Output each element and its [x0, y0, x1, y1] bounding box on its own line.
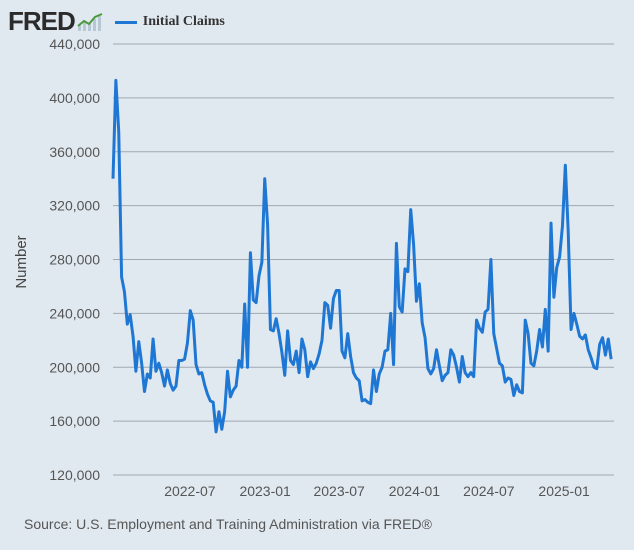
y-axis-label: Number: [13, 235, 30, 288]
y-tick-label: 240,000: [49, 305, 100, 321]
y-tick-label: 320,000: [49, 198, 100, 214]
fred-logo-graph-icon: [76, 12, 103, 32]
y-tick-label: 360,000: [49, 144, 100, 160]
x-tick-label: 2025-01: [538, 483, 590, 499]
chart-header: FRED Initial Claims: [8, 6, 225, 36]
series-line-initial-claims[interactable]: [111, 78, 613, 434]
x-tick-label: 2024-01: [389, 483, 441, 499]
line-chart[interactable]: 120,000 160,000 200,000 240,000 280,000 320,0…: [0, 0, 634, 510]
grid-lines: [113, 43, 614, 476]
y-tick-label: 400,000: [49, 90, 100, 106]
chart-legend[interactable]: Initial Claims: [114, 14, 225, 30]
y-axis-tick-labels: 120,000 160,000 200,000 240,000 280,000 320,0…: [49, 36, 100, 483]
source-note: Source: U.S. Employment and Training Adm…: [24, 516, 432, 532]
y-tick-label: 440,000: [49, 36, 100, 52]
x-axis-tick-labels: 2022-07 2023-01 2023-07 2024-01 2024-07 2025-…: [164, 483, 590, 499]
y-tick-label: 280,000: [49, 252, 100, 268]
x-tick-label: 2023-01: [239, 483, 291, 499]
legend-series-label: Initial Claims: [142, 14, 225, 29]
series-layer: [111, 78, 613, 434]
x-tick-label: 2022-07: [164, 483, 216, 499]
y-tick-label: 160,000: [49, 413, 100, 429]
y-tick-label: 120,000: [49, 467, 100, 483]
x-tick-label: 2023-07: [313, 483, 365, 499]
legend-series-swatch: [114, 20, 137, 24]
fred-logo[interactable]: FRED: [8, 6, 76, 36]
y-tick-label: 200,000: [49, 359, 100, 375]
x-tick-label: 2024-07: [463, 483, 515, 499]
